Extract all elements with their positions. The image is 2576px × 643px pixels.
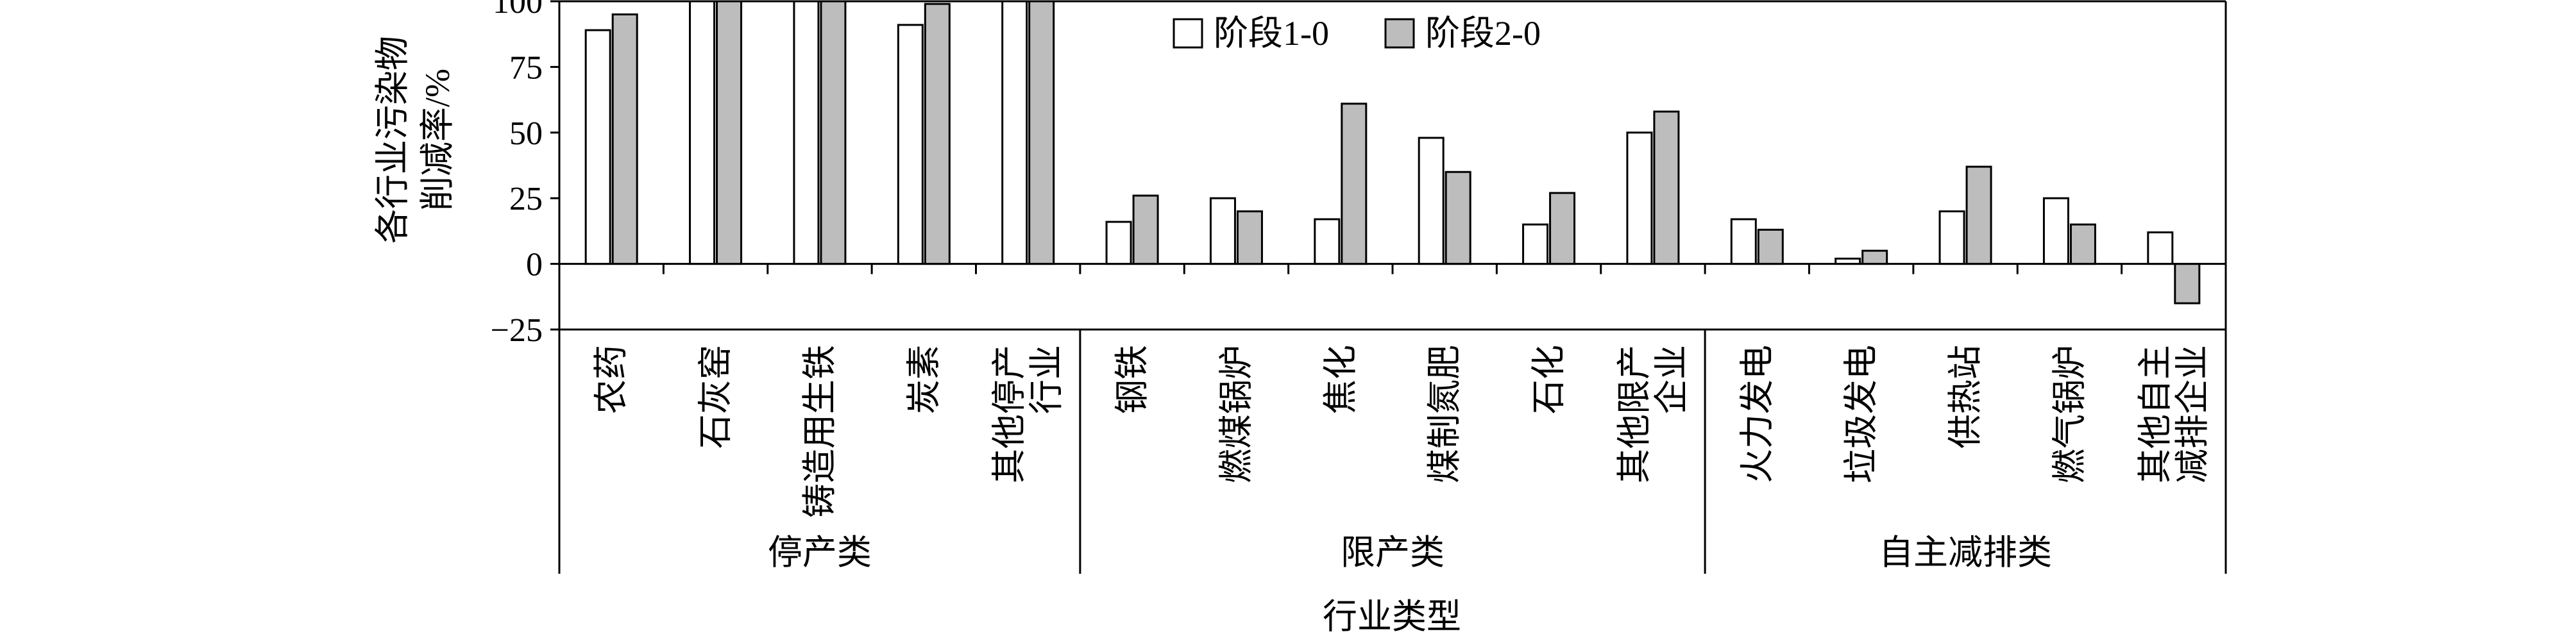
bar-1-14: [1938, 210, 1965, 265]
category-label-12: 火力发电: [1738, 345, 1776, 483]
group-labels-layer: 停产类 限产类 自主减排类: [768, 533, 2052, 572]
bar-2-8: [1341, 103, 1368, 265]
bar-2-13: [1861, 249, 1888, 265]
category-label-2: 石灰窑: [697, 345, 735, 449]
category-label-15: 燃气锅炉: [2050, 345, 2089, 483]
bar-2-15: [2069, 223, 2096, 265]
bar-1-16: [2147, 231, 2174, 265]
category-label-3: 铸造用生铁: [801, 345, 839, 518]
y-tick-label: 0: [526, 247, 543, 283]
bar-2-2: [716, 0, 743, 265]
y-ticks-layer: 100 75 50 25 0 −25: [491, 0, 559, 349]
bar-1-3: [793, 0, 820, 265]
legend-label-2: 阶段2-0: [1425, 14, 1541, 53]
bar-2-11: [1653, 110, 1680, 265]
category-label-16: 其他自主: [2136, 345, 2174, 483]
bar-2-4: [924, 3, 951, 265]
bar-2-9: [1445, 171, 1471, 265]
bar-1-1: [584, 29, 611, 265]
bar-1-9: [1418, 137, 1445, 265]
category-label-11: 其他限产: [1615, 345, 1654, 483]
bar-2-6: [1132, 194, 1159, 265]
category-label-16: 减排企业: [2173, 345, 2212, 483]
bar-1-8: [1314, 218, 1341, 265]
category-label-8: 焦化: [1321, 345, 1360, 414]
category-label-11: 企业: [1652, 345, 1691, 414]
group-label-3: 自主减排类: [1879, 533, 2052, 572]
bar-2-7: [1236, 210, 1263, 265]
bar-1-6: [1105, 221, 1132, 265]
axes-layer: [558, 0, 2227, 574]
y-tick-label: 100: [493, 0, 543, 21]
category-label-13: 垃圾发电: [1842, 345, 1881, 483]
x-axis-label: 行业类型: [1323, 597, 1461, 636]
bar-1-4: [897, 24, 924, 265]
bar-2-1: [611, 13, 638, 265]
group-label-1: 停产类: [768, 533, 872, 572]
bar-2-12: [1757, 228, 1784, 265]
bar-1-2: [689, 0, 716, 265]
bar-1-10: [1522, 223, 1549, 265]
legend: 阶段1-0 阶段2-0: [1173, 14, 1541, 53]
category-label-10: 石化: [1530, 345, 1568, 414]
y-tick-label: −25: [491, 312, 543, 349]
category-label-5: 行业: [1028, 345, 1066, 414]
category-label-9: 煤制氮肥: [1425, 345, 1464, 483]
y-tick-label: 75: [509, 49, 543, 86]
category-label-4: 炭素: [904, 345, 943, 414]
bar-2-5: [1028, 0, 1055, 265]
category-label-14: 供热站: [1946, 345, 1985, 449]
bar-2-3: [820, 0, 847, 265]
y-tick-label: 50: [509, 115, 543, 152]
bar-2-14: [1965, 165, 1992, 265]
y-axis-label-line-2: 削减率/%: [418, 69, 457, 211]
bar-2-10: [1549, 192, 1576, 265]
bar-1-5: [1001, 0, 1028, 265]
category-label-7: 燃煤锅炉: [1217, 345, 1255, 483]
legend-swatch-2: [1384, 18, 1415, 49]
bar-2-16: [2174, 263, 2201, 305]
category-label-6: 钢铁: [1113, 345, 1151, 414]
y-tick-label: 25: [509, 181, 543, 217]
category-label-5: 其他停产: [990, 345, 1029, 483]
bar-1-11: [1626, 131, 1653, 265]
category-label-1: 农药: [592, 345, 631, 414]
bar-1-15: [2042, 197, 2069, 265]
legend-swatch-1: [1173, 18, 1203, 49]
axis-titles-layer: 各行业污染物 削减率/% 行业类型: [373, 36, 1461, 636]
group-label-2: 限产类: [1341, 533, 1445, 572]
bar-1-7: [1209, 197, 1236, 265]
y-axis-label-line-1: 各行业污染物: [373, 36, 412, 244]
legend-label-1: 阶段1-0: [1214, 14, 1329, 53]
bar-1-12: [1730, 218, 1757, 265]
